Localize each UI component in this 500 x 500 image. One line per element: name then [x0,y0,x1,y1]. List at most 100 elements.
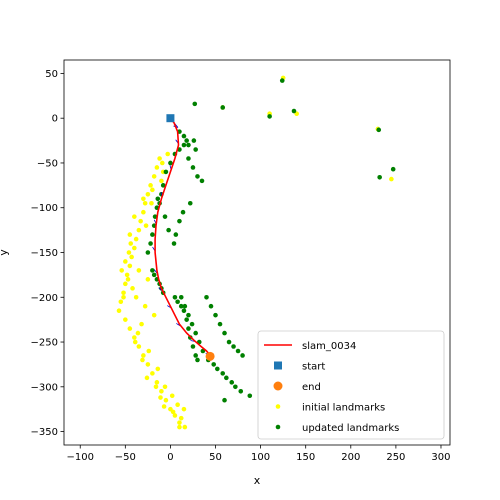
initial-landmark-point [141,353,146,358]
updated-landmark-point [186,142,191,148]
updated-landmark-point [163,169,169,175]
updated-landmark-point [186,326,191,331]
x-tick-label: 100 [251,452,270,463]
updated-landmark-point [171,241,177,246]
updated-landmark-point [240,353,245,358]
initial-landmark-point [165,151,171,157]
initial-landmark-point [161,404,167,409]
initial-landmark-point [177,424,182,430]
initial-landmark-point [141,209,146,215]
updated-landmark-point [215,366,220,372]
updated-landmark-point [151,272,157,278]
initial-landmark-point [155,366,161,372]
initial-landmark-point [144,375,150,381]
initial-landmark-point [127,263,133,269]
updated-landmark-point [208,303,214,309]
legend-swatch-point [275,404,281,409]
updated-landmark-point [193,353,198,358]
initial-landmark-point [170,409,176,415]
initial-landmark-point [123,281,128,287]
updated-landmark-point [238,388,244,394]
updated-landmark-point [166,227,171,233]
updated-landmark-point [173,232,179,237]
updated-landmark-point [187,200,193,206]
initial-landmark-point [182,424,188,430]
updated-landmark-point [160,183,166,188]
updated-landmark-point [199,178,205,184]
initial-landmark-point [132,245,137,251]
y-tick-label: −100 [31,203,58,214]
updated-landmark-point [168,160,173,166]
y-tick-label: −300 [31,382,58,393]
start-marker [166,114,175,123]
initial-landmark-point [139,321,144,327]
initial-landmark-point [151,174,157,179]
updated-landmark-point [189,321,195,327]
updated-landmark-point [181,308,187,313]
initial-landmark-point [126,250,132,255]
initial-landmark-point [138,218,143,224]
legend-label: updated landmarks [302,423,399,434]
initial-landmark-point [129,254,134,260]
updated-landmark-point [390,166,396,172]
updated-landmark-point [191,138,197,143]
initial-landmark-point [160,160,165,166]
updated-landmark-point [190,165,196,170]
updated-landmark-point [178,303,184,309]
updated-landmark-point [220,371,226,376]
y-tick-label: −150 [31,248,58,259]
updated-landmark-point [235,348,241,354]
updated-landmark-point [172,294,178,300]
x-tick-label: −50 [115,452,136,463]
initial-landmark-point [123,259,128,264]
updated-landmark-point [279,78,285,83]
initial-landmark-point [132,335,137,340]
updated-landmark-point [224,375,229,381]
legend-label: initial landmarks [302,403,385,414]
initial-landmark-point [150,371,155,376]
initial-landmark-point [132,339,138,345]
initial-landmark-point [130,286,135,291]
initial-landmark-point [127,232,133,237]
initial-landmark-point [136,268,142,273]
legend-label: end [302,382,321,393]
end-marker [205,351,215,361]
initial-landmark-point [133,294,139,300]
updated-landmark-point [184,317,189,322]
initial-landmark-point [116,308,122,313]
initial-landmark-point [145,277,151,282]
updated-landmark-point [222,330,227,336]
initial-landmark-point [157,156,162,161]
x-tick-label: 250 [386,452,405,463]
updated-landmark-point [193,147,198,152]
initial-landmark-point [175,402,180,408]
updated-landmark-point [145,250,151,255]
initial-landmark-point [132,214,137,219]
y-tick-label: −350 [31,427,58,438]
legend-swatch-point [275,424,281,430]
x-tick-label: 50 [209,452,222,463]
initial-landmark-point [125,277,131,282]
updated-landmark-point [217,321,223,327]
updated-landmark-point [233,384,238,390]
updated-landmark-point [150,268,155,273]
initial-landmark-point [133,236,139,242]
initial-landmark-point [136,344,142,349]
initial-landmark-point [178,415,184,421]
x-axis-label: x [254,474,261,487]
updated-landmark-point [192,101,198,107]
initial-landmark-point [154,380,160,385]
legend-label: slam_0034 [302,341,356,352]
updated-landmark-point [376,127,382,133]
updated-landmark-point [186,312,191,318]
updated-landmark-point [377,174,382,180]
initial-landmark-point [121,294,126,300]
y-tick-label: −50 [37,158,58,169]
updated-landmark-point [155,196,161,202]
legend-swatch-square [274,361,282,370]
updated-landmark-point [222,397,227,403]
initial-landmark-point [143,223,149,228]
initial-landmark-point [124,272,130,278]
initial-landmark-point [140,357,145,363]
